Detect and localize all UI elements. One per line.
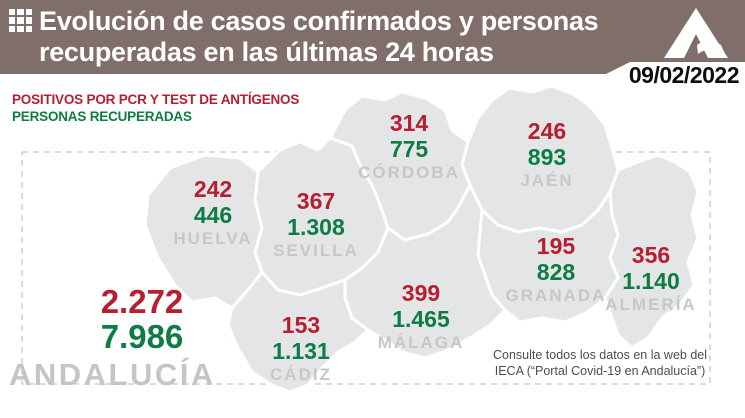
header-band: Evolución de casos confirmados y persona…	[0, 0, 745, 74]
footer-note-line2: IECA (“Portal Covid-19 en Andalucía”)	[494, 363, 706, 378]
region-total-recovered: 7.986	[100, 318, 184, 355]
legend-positives-label: POSITIVOS POR PCR Y TEST DE ANTÍGENOS	[12, 92, 300, 107]
page-title-line2: recuperadas en las últimas 24 horas	[39, 37, 494, 67]
page-title-line1: Evolución de casos confirmados y persona…	[39, 6, 599, 36]
province-block-cadiz: 153 1.131 CÁDIZ	[270, 312, 332, 385]
junta-de-andalucia-logo	[664, 8, 728, 58]
province-positives: 399	[401, 280, 441, 306]
grid-icon	[9, 9, 32, 32]
province-block-jaen: 246 893 JAÉN	[520, 118, 573, 191]
province-block-sevilla: 367 1.308 SEVILLA	[273, 188, 359, 261]
province-recovered: 893	[527, 144, 567, 170]
footer-note: Consulte todos los datos en la web del I…	[493, 348, 707, 379]
province-block-granada: 195 828 GRANADA	[506, 233, 607, 306]
province-block-huelva: 242 446 HUELVA	[173, 176, 252, 249]
province-recovered: 828	[536, 259, 576, 285]
province-name: GRANADA	[505, 286, 607, 305]
province-name: SEVILLA	[273, 241, 359, 260]
province-name: HUELVA	[173, 229, 253, 248]
map-region-outline	[143, 84, 700, 394]
report-date: 09/02/2022	[628, 62, 740, 88]
footer-note-line1: Consulte todos los datos en la web del	[492, 348, 708, 362]
province-name: CÓRDOBA	[358, 163, 460, 182]
province-block-cordoba: 314 775 CÓRDOBA	[358, 110, 460, 183]
region-name: ANDALUCÍA	[9, 357, 216, 392]
region-total-block: 2.272 7.986	[101, 284, 184, 354]
region-total-positives: 2.272	[100, 283, 184, 320]
province-name: CÁDIZ	[270, 365, 332, 384]
province-recovered: 1.308	[287, 214, 345, 240]
province-recovered: 1.140	[622, 268, 680, 294]
province-positives: 246	[527, 118, 567, 144]
province-block-malaga: 399 1.465 MÁLAGA	[378, 280, 465, 353]
province-positives: 195	[536, 233, 576, 259]
province-positives: 367	[296, 188, 336, 214]
province-recovered: 1.465	[392, 306, 450, 332]
province-positives: 356	[631, 242, 671, 268]
legend: POSITIVOS POR PCR Y TEST DE ANTÍGENOS PE…	[12, 92, 299, 125]
province-name: ALMERÍA	[605, 295, 697, 314]
province-positives: 242	[193, 176, 233, 202]
page-title: Evolución de casos confirmados y persona…	[39, 6, 639, 68]
province-recovered: 775	[389, 136, 429, 162]
province-positives: 314	[389, 110, 429, 136]
province-positives: 153	[281, 312, 321, 338]
province-name: JAÉN	[520, 171, 574, 190]
a-logo-wave	[697, 40, 725, 54]
province-recovered: 446	[193, 202, 233, 228]
province-recovered: 1.131	[272, 338, 330, 364]
province-borders	[230, 136, 620, 332]
legend-recovered-label: PERSONAS RECUPERADAS	[12, 108, 192, 124]
province-block-almeria: 356 1.140 ALMERÍA	[605, 242, 696, 315]
province-name: MÁLAGA	[377, 333, 465, 352]
